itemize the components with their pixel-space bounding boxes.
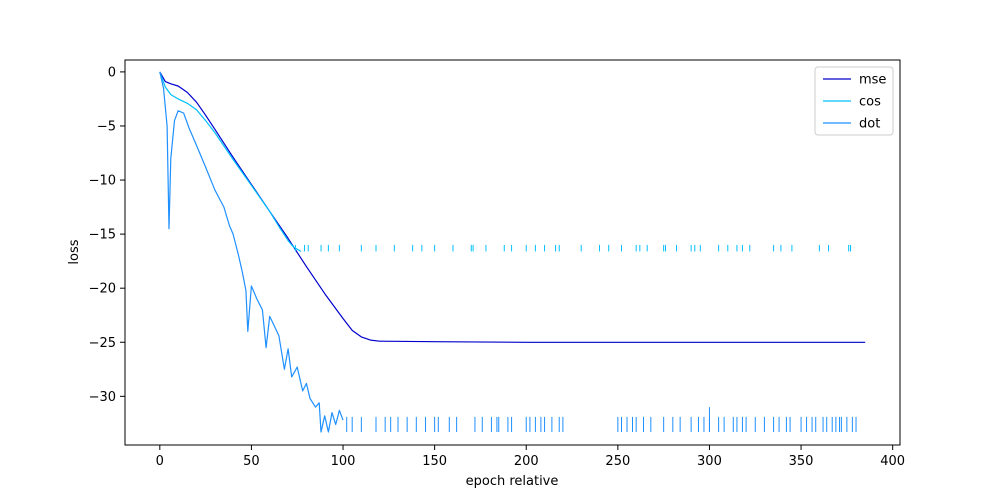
y-tick-label: 0 bbox=[108, 65, 116, 80]
y-tick-label: −15 bbox=[89, 228, 116, 243]
axes-frame bbox=[124, 59, 901, 446]
x-tick-label: 350 bbox=[789, 454, 814, 469]
x-tick-label: 100 bbox=[331, 454, 356, 469]
y-axis: 0 −5 −10 −15 −20 −25 −30 bbox=[89, 65, 125, 405]
series-mse bbox=[159, 71, 866, 343]
y-tick-label: −5 bbox=[97, 119, 116, 134]
legend-label-cos: cos bbox=[859, 95, 881, 110]
x-tick-label: 400 bbox=[880, 454, 905, 469]
y-tick-label: −20 bbox=[89, 282, 116, 297]
y-tick-label: −25 bbox=[89, 336, 116, 351]
series-line-cos bbox=[159, 71, 302, 252]
x-tick-label: 0 bbox=[156, 454, 164, 469]
y-tick-label: −10 bbox=[89, 174, 116, 189]
legend-label-dot: dot bbox=[859, 117, 880, 132]
x-tick-label: 200 bbox=[514, 454, 539, 469]
series-dot bbox=[159, 71, 857, 433]
series-line-mse bbox=[159, 71, 866, 343]
y-axis-label: loss bbox=[67, 239, 82, 264]
legend-box bbox=[814, 66, 894, 136]
x-axis: 0 50 100 150 200 250 300 350 400 bbox=[156, 445, 905, 469]
x-tick-label: 300 bbox=[697, 454, 722, 469]
plot-area bbox=[159, 71, 866, 433]
x-tick-label: 150 bbox=[422, 454, 447, 469]
legend-label-mse: mse bbox=[859, 73, 886, 88]
series-line-dot bbox=[159, 71, 344, 433]
y-tick-label: −30 bbox=[89, 390, 116, 405]
series-cos bbox=[159, 71, 852, 252]
x-tick-label: 250 bbox=[605, 454, 630, 469]
x-axis-label: epoch relative bbox=[466, 474, 559, 489]
legend: mse cos dot bbox=[814, 66, 894, 136]
x-tick-label: 50 bbox=[243, 454, 260, 469]
